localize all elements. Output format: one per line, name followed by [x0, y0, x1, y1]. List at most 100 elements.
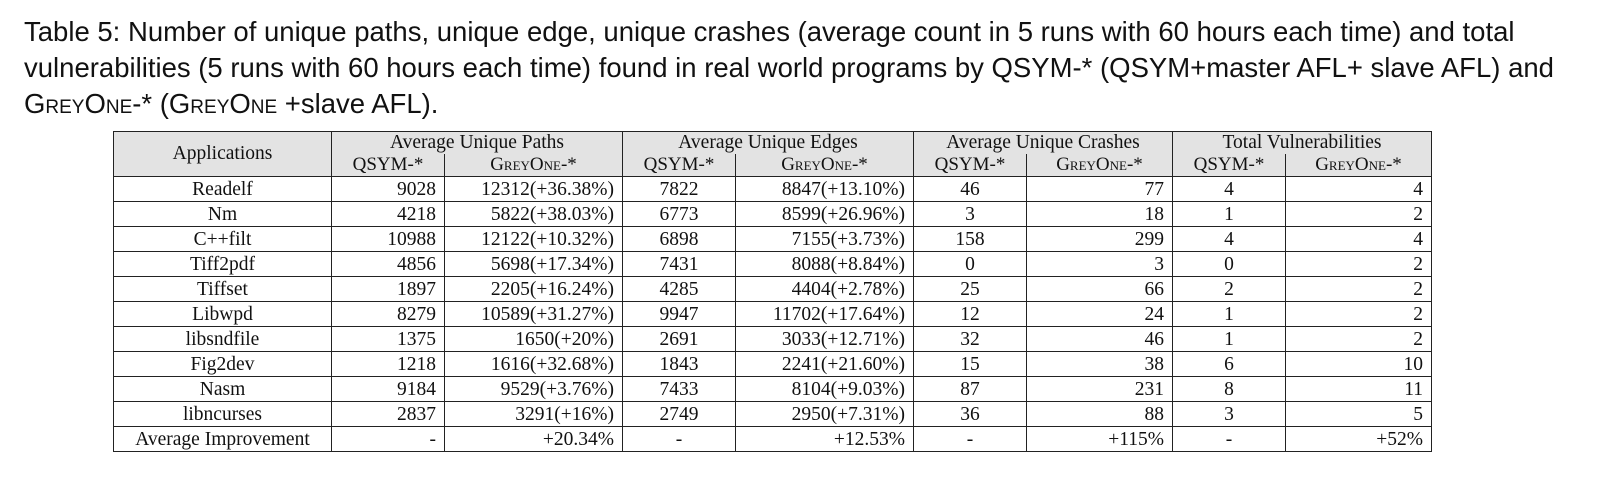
crashes-greyone-cell: 77: [1026, 176, 1173, 202]
vulns-greyone-cell: 2: [1285, 201, 1432, 227]
crashes-greyone-cell: 88: [1026, 401, 1173, 427]
edges-qsym-cell: 6898: [622, 226, 736, 252]
crashes-greyone-cell: 38: [1026, 351, 1173, 377]
vulns-qsym-cell: -: [1172, 426, 1286, 452]
paths-qsym-cell: 9184: [331, 376, 445, 402]
paths-qsym-cell: 10988: [331, 226, 445, 252]
vulns-qsym-cell: 0: [1172, 251, 1286, 277]
paths-greyone-cell: 9529(+3.76%): [444, 376, 623, 402]
vulns-greyone-cell: +52%: [1285, 426, 1432, 452]
crashes-greyone-cell: 46: [1026, 326, 1173, 352]
caption-text: Table 5: Number of unique paths, unique …: [24, 16, 1554, 83]
crashes-qsym-cell: 3: [913, 201, 1027, 227]
edges-greyone-cell: 8599(+26.96%): [735, 201, 914, 227]
vulns-qsym-cell: 1: [1172, 201, 1286, 227]
crashes-qsym-cell: 46: [913, 176, 1027, 202]
crashes-greyone-cell: 66: [1026, 276, 1173, 302]
paths-greyone-cell: 5822(+38.03%): [444, 201, 623, 227]
header-group-edges: Average Unique Edges: [622, 131, 914, 154]
crashes-greyone-cell: 18: [1026, 201, 1173, 227]
crashes-qsym-cell: 12: [913, 301, 1027, 327]
vulns-greyone-cell: 2: [1285, 276, 1432, 302]
caption-text: -* (: [132, 88, 169, 119]
paths-qsym-cell: 1897: [331, 276, 445, 302]
edges-qsym-cell: 7431: [622, 251, 736, 277]
crashes-qsym-cell: -: [913, 426, 1027, 452]
vulns-qsym-cell: 4: [1172, 176, 1286, 202]
vulns-qsym-cell: 4: [1172, 226, 1286, 252]
vulns-greyone-cell: 11: [1285, 376, 1432, 402]
edges-greyone-cell: 2241(+21.60%): [735, 351, 914, 377]
app-cell: libsndfile: [113, 326, 332, 352]
paths-qsym-cell: 4218: [331, 201, 445, 227]
app-cell: Fig2dev: [113, 351, 332, 377]
edges-greyone-cell: 3033(+12.71%): [735, 326, 914, 352]
header-group-paths: Average Unique Paths: [331, 131, 623, 154]
header-greyone: GreyOne-*: [1285, 154, 1432, 177]
vulns-qsym-cell: 3: [1172, 401, 1286, 427]
crashes-greyone-cell: 299: [1026, 226, 1173, 252]
caption-greyone: GreyOne: [168, 88, 278, 119]
vulns-qsym-cell: 1: [1172, 326, 1286, 352]
paths-greyone-cell: 2205(+16.24%): [444, 276, 623, 302]
edges-qsym-cell: 6773: [622, 201, 736, 227]
edges-qsym-cell: 4285: [622, 276, 736, 302]
paths-greyone-cell: 10589(+31.27%): [444, 301, 623, 327]
app-cell: Tiffset: [113, 276, 332, 302]
header-greyone: GreyOne-*: [1026, 154, 1173, 177]
table-row: Tiffset 1897 2205(+16.24%) 4285 4404(+2.78%)…: [113, 276, 1432, 302]
edges-qsym-cell: 9947: [622, 301, 736, 327]
header-sub-row: QSYM-* GreyOne-* QSYM-* GreyOne-* QSYM-*…: [114, 154, 1432, 177]
edges-greyone-cell: 7155(+3.73%): [735, 226, 914, 252]
paths-qsym-cell: -: [331, 426, 445, 452]
paths-qsym-cell: 9028: [331, 176, 445, 202]
table-row: Fig2dev 1218 1616(+32.68%) 1843 2241(+21.60%…: [113, 351, 1432, 377]
crashes-qsym-cell: 158: [913, 226, 1027, 252]
vulns-qsym-cell: 8: [1172, 376, 1286, 402]
vulns-greyone-cell: 4: [1285, 226, 1432, 252]
paths-greyone-cell: +20.34%: [444, 426, 623, 452]
header-qsym: QSYM-*: [913, 154, 1027, 177]
crashes-qsym-cell: 87: [913, 376, 1027, 402]
app-cell: Nm: [113, 201, 332, 227]
header-greyone: GreyOne-*: [735, 154, 914, 177]
paths-greyone-cell: 5698(+17.34%): [444, 251, 623, 277]
app-cell: Average Improvement: [113, 426, 332, 452]
table-body: Readelf 9028 12312(+36.38%) 7822 8847(+13.10…: [113, 176, 1432, 452]
app-cell: libncurses: [113, 401, 332, 427]
header-group-row: Applications Average Unique Paths Averag…: [113, 131, 1432, 177]
app-cell: C++filt: [113, 226, 332, 252]
table-caption: Table 5: Number of unique paths, unique …: [24, 14, 1604, 122]
paths-greyone-cell: 12122(+10.32%): [444, 226, 623, 252]
vulns-greyone-cell: 2: [1285, 326, 1432, 352]
header-greyone: GreyOne-*: [444, 154, 623, 177]
paths-greyone-cell: 3291(+16%): [444, 401, 623, 427]
edges-qsym-cell: 1843: [622, 351, 736, 377]
paths-qsym-cell: 4856: [331, 251, 445, 277]
vulns-qsym-cell: 1: [1172, 301, 1286, 327]
edges-qsym-cell: -: [622, 426, 736, 452]
header-qsym: QSYM-*: [331, 154, 445, 177]
table-row: Nm 4218 5822(+38.03%) 6773 8599(+26.96%) 3 18 1…: [113, 201, 1432, 227]
edges-greyone-cell: 8088(+8.84%): [735, 251, 914, 277]
edges-greyone-cell: 8104(+9.03%): [735, 376, 914, 402]
vulns-greyone-cell: 2: [1285, 251, 1432, 277]
crashes-qsym-cell: 32: [913, 326, 1027, 352]
crashes-greyone-cell: 231: [1026, 376, 1173, 402]
crashes-greyone-cell: +115%: [1026, 426, 1173, 452]
vulns-qsym-cell: 6: [1172, 351, 1286, 377]
vulns-qsym-cell: 2: [1172, 276, 1286, 302]
crashes-greyone-cell: 24: [1026, 301, 1173, 327]
vulns-greyone-cell: 2: [1285, 301, 1432, 327]
paths-greyone-cell: 12312(+36.38%): [444, 176, 623, 202]
edges-greyone-cell: 11702(+17.64%): [735, 301, 914, 327]
paths-qsym-cell: 8279: [331, 301, 445, 327]
header-group-vulnerabilities: Total Vulnerabilities: [1172, 131, 1432, 154]
results-table: Applications Average Unique Paths Averag…: [113, 131, 1432, 452]
paths-qsym-cell: 1218: [331, 351, 445, 377]
crashes-qsym-cell: 0: [913, 251, 1027, 277]
table-row: Tiff2pdf 4856 5698(+17.34%) 7431 8088(+8.84%…: [113, 251, 1432, 277]
vulns-greyone-cell: 10: [1285, 351, 1432, 377]
edges-greyone-cell: +12.53%: [735, 426, 914, 452]
table-row: libncurses 2837 3291(+16%) 2749 2950(+7.31%)…: [113, 401, 1432, 427]
